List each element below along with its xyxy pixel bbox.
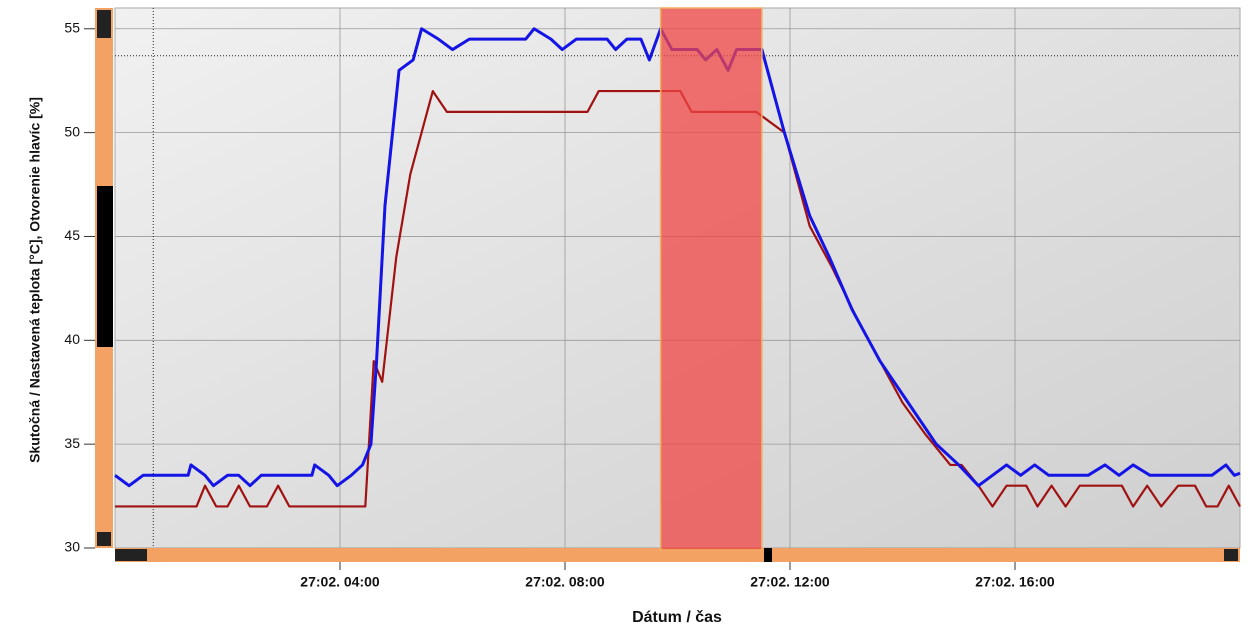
h-scroll-left[interactable] (115, 549, 147, 561)
h-scroll-right[interactable] (1224, 549, 1238, 561)
y-axis-label: Skutočná / Nastavená teplota [°C], Otvor… (27, 97, 43, 463)
x-tick-label: 27:02. 12:00 (750, 574, 830, 590)
y-tick-label: 50 (64, 123, 80, 139)
series-line (114, 27, 1241, 488)
x-tick-label: 27:02. 08:00 (525, 574, 605, 590)
h-scroll-thumb[interactable] (764, 548, 772, 562)
h-scrollbar[interactable] (115, 548, 1240, 562)
v-scroll-thumb[interactable] (97, 186, 113, 347)
y-tick-label: 30 (64, 539, 80, 555)
x-tick-label: 27:02. 16:00 (975, 574, 1055, 590)
y-tick-label: 55 (64, 19, 80, 35)
series-line (115, 89, 1241, 508)
v-scroll-down[interactable] (97, 532, 111, 546)
y-tick-label: 40 (64, 331, 80, 347)
y-tick-label: 35 (64, 435, 80, 451)
v-scroll-up[interactable] (97, 10, 111, 38)
x-tick-label: 27:02. 04:00 (300, 574, 380, 590)
y-tick-label: 45 (64, 227, 80, 243)
highlight-range (659, 7, 763, 551)
x-axis-label: Dátum / čas (632, 609, 722, 626)
